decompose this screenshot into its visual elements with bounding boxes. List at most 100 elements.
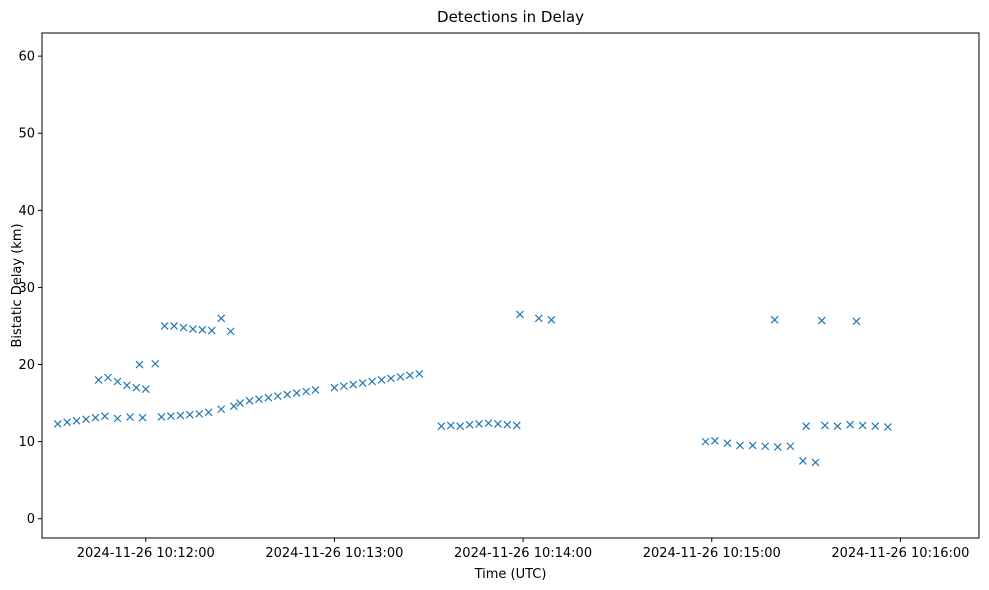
y-tick-label: 60	[18, 50, 35, 65]
data-point	[189, 325, 197, 333]
data-point	[883, 423, 892, 431]
data-point	[349, 380, 358, 389]
data-point	[141, 385, 150, 394]
x-tick-label: 2024-11-26 10:12:00	[77, 546, 215, 561]
data-point	[82, 415, 90, 424]
y-tick-label: 10	[18, 435, 35, 450]
data-point	[723, 439, 732, 448]
x-tick-label: 2024-11-26 10:15:00	[643, 546, 781, 561]
data-point	[368, 377, 377, 386]
data-point	[122, 381, 131, 390]
y-axis-ticks: 0 10 20 30 40 50 60	[18, 50, 42, 527]
data-point	[736, 441, 744, 450]
data-point	[160, 322, 169, 330]
data-point	[852, 317, 861, 326]
data-point	[456, 422, 465, 431]
data-point	[330, 383, 339, 392]
data-point	[770, 315, 779, 324]
data-point	[484, 419, 493, 428]
data-point	[166, 412, 175, 421]
data-point	[104, 373, 112, 382]
data-point	[396, 372, 405, 381]
data-point	[176, 411, 185, 420]
data-point	[516, 310, 524, 319]
data-point	[311, 386, 320, 394]
data-point	[72, 416, 81, 425]
data-point	[255, 395, 263, 404]
data-point	[547, 315, 556, 324]
data-point	[405, 371, 414, 380]
y-tick-label: 30	[18, 281, 35, 296]
data-point	[339, 382, 348, 391]
data-point	[198, 325, 207, 334]
data-point	[446, 421, 455, 430]
y-tick-label: 50	[18, 127, 35, 142]
scatter-points	[53, 310, 892, 467]
x-tick-label: 2024-11-26 10:16:00	[831, 546, 969, 561]
data-point	[135, 360, 144, 369]
data-point	[113, 414, 122, 423]
data-point	[207, 326, 216, 335]
data-point	[798, 456, 807, 465]
data-point	[846, 420, 855, 429]
data-point	[226, 327, 235, 336]
x-axis-ticks: 2024-11-26 10:12:00 2024-11-26 10:13:00 20…	[77, 538, 969, 561]
data-point	[415, 369, 424, 378]
data-point	[437, 422, 446, 431]
data-point	[802, 422, 810, 431]
data-point	[229, 402, 238, 411]
data-point	[179, 323, 188, 332]
data-point	[292, 389, 301, 397]
data-point	[871, 422, 880, 431]
data-point	[157, 413, 166, 421]
data-point	[534, 314, 543, 323]
data-point	[817, 316, 826, 325]
data-point	[748, 441, 757, 450]
data-point	[63, 418, 72, 427]
data-point	[91, 413, 100, 422]
data-point	[283, 390, 292, 399]
data-point	[195, 409, 204, 418]
data-point	[833, 422, 842, 431]
data-point	[503, 420, 512, 429]
data-point	[377, 376, 386, 384]
data-point	[773, 443, 782, 451]
data-point	[138, 413, 147, 422]
x-tick-label: 2024-11-26 10:14:00	[454, 546, 592, 561]
data-point	[358, 379, 367, 387]
data-point	[387, 374, 395, 383]
y-tick-label: 0	[27, 512, 35, 527]
data-point	[465, 420, 474, 429]
x-axis-label: Time (UTC)	[474, 567, 547, 582]
data-point	[100, 412, 109, 421]
data-point	[170, 322, 178, 330]
data-point	[710, 436, 719, 445]
data-point	[94, 376, 103, 384]
data-point	[217, 314, 226, 323]
data-point	[302, 387, 311, 396]
data-point	[264, 393, 273, 402]
data-point	[185, 410, 194, 419]
data-point	[821, 421, 829, 430]
data-point	[151, 359, 160, 368]
data-point	[217, 405, 226, 414]
data-point	[858, 421, 867, 430]
data-point	[786, 442, 795, 451]
data-point	[245, 396, 254, 405]
data-point	[113, 377, 122, 386]
data-point	[475, 419, 483, 428]
data-point	[701, 437, 710, 446]
y-axis-label: Bistatic Delay (km)	[10, 223, 25, 347]
data-point	[53, 419, 62, 428]
data-point	[512, 421, 521, 430]
y-tick-label: 40	[18, 204, 35, 219]
x-tick-label: 2024-11-26 10:13:00	[265, 546, 403, 561]
data-point	[273, 392, 282, 401]
chart-title: Detections in Delay	[437, 8, 584, 26]
data-point	[126, 413, 134, 421]
data-point	[132, 383, 141, 392]
data-point	[761, 442, 770, 451]
data-point	[204, 408, 213, 417]
